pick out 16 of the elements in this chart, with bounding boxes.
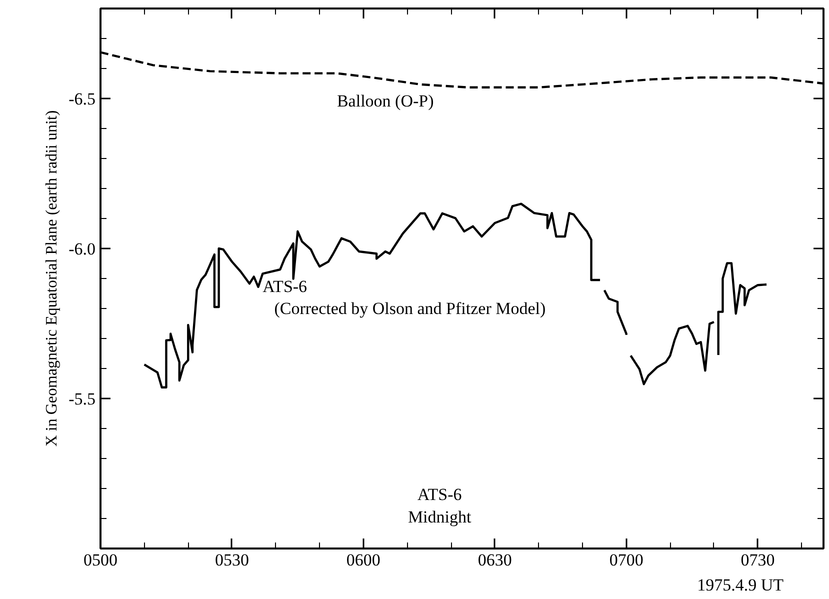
x-tick-label: 0730: [740, 550, 775, 570]
x-tick-label: 0600: [346, 550, 380, 570]
y-tick-label: -5.5: [68, 390, 96, 408]
x-tick-label: 0530: [214, 550, 249, 570]
y-tick-label: -6.5: [68, 90, 96, 108]
annotation: ATS-6: [262, 277, 308, 296]
annotation: Balloon (O-P): [336, 91, 434, 110]
x-axis-title: 1975.4.9 UT: [697, 576, 784, 594]
annotation: ATS-6: [417, 485, 462, 504]
annotation: Midnight: [408, 508, 472, 527]
y-axis-title: X in Geomagnetic Equatorial Plane (earth radii unit): [44, 110, 61, 447]
x-tick-label: 0500: [84, 550, 118, 570]
x-tick-label: 0700: [609, 550, 644, 570]
x-tick-label: 0630: [478, 550, 512, 570]
y-tick-label: -6.0: [68, 240, 96, 258]
annotation: (Corrected by Olson and Pfitzer Model): [274, 299, 546, 318]
